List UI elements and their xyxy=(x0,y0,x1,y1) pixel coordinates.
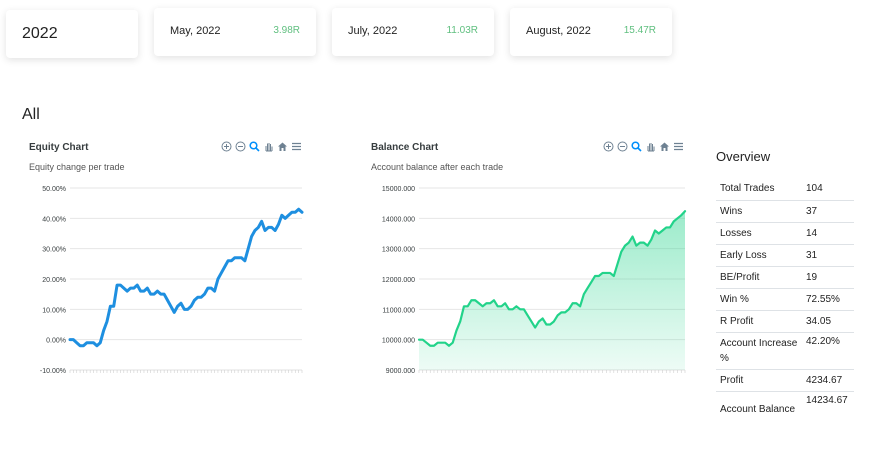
row-label: R Profit xyxy=(716,310,802,333)
row-label: Early Loss xyxy=(716,244,802,267)
row-value: 42.20% xyxy=(802,332,854,370)
row-value: 19 xyxy=(802,266,854,289)
row-value: 34.05 xyxy=(802,310,854,333)
overview-table: Total Trades 104 Wins 37 Losses 14 Early Lo… xyxy=(716,178,854,428)
balance-chart-subtitle: Account balance after each trade xyxy=(371,162,504,172)
y-tick-label: 9000.000 xyxy=(386,368,415,375)
row-value: 14234.67 xyxy=(806,394,848,406)
equity-chart-toolbar xyxy=(221,141,302,152)
y-tick-label: 10000.000 xyxy=(382,338,415,345)
row-value: 4234.67 xyxy=(802,369,854,392)
y-tick-label: 12000.000 xyxy=(382,277,415,284)
y-tick-label: 20.00% xyxy=(42,277,66,284)
row-value: 14 xyxy=(802,222,854,245)
table-row: Win % 72.55% xyxy=(716,288,854,311)
zoom-in-icon[interactable] xyxy=(603,141,614,152)
row-label: Total Trades xyxy=(716,178,802,201)
month-name: August, 2022 xyxy=(526,25,591,37)
y-tick-label: 10.00% xyxy=(42,307,66,314)
row-label: Wins xyxy=(716,200,802,223)
equity-chart-title: Equity Chart xyxy=(29,142,89,153)
table-row: Wins 37 xyxy=(716,200,854,223)
row-value: 72.55% xyxy=(802,288,854,311)
month-name: May, 2022 xyxy=(170,25,221,37)
row-label: BE/Profit xyxy=(716,266,802,289)
series-area xyxy=(419,211,685,370)
row-label: Profit xyxy=(716,369,802,392)
row-value: 31 xyxy=(802,244,854,267)
table-row: BE/Profit 19 xyxy=(716,266,854,289)
home-icon[interactable] xyxy=(659,141,670,152)
year-card[interactable]: 2022 xyxy=(6,10,138,58)
series-line[interactable] xyxy=(68,207,304,348)
y-tick-label: 40.00% xyxy=(42,216,66,223)
table-row: Losses 14 xyxy=(716,222,854,245)
equity-chart[interactable]: -10.00% 0.00% 10.00% 20.00% 30.00% 40.00% 50.0… xyxy=(22,175,322,405)
y-tick-label: 30.00% xyxy=(42,247,66,254)
balance-chart[interactable]: 9000.000 10000.000 11000.000 12000.000 13000… xyxy=(365,175,687,405)
home-icon[interactable] xyxy=(277,141,288,152)
table-row: Early Loss 31 xyxy=(716,244,854,267)
month-card-august[interactable]: August, 2022 15.47R xyxy=(510,8,672,56)
balance-chart-title: Balance Chart xyxy=(371,142,439,153)
section-title: All xyxy=(22,106,40,123)
table-row: Total Trades 104 xyxy=(716,178,854,201)
row-label: Losses xyxy=(716,222,802,245)
y-tick-label: 15000.000 xyxy=(382,186,415,193)
menu-icon[interactable] xyxy=(673,141,684,152)
y-tick-label: 14000.000 xyxy=(382,216,415,223)
row-label: Account Balance xyxy=(720,404,796,416)
y-tick-label: 11000.000 xyxy=(382,307,415,314)
equity-chart-subtitle: Equity change per trade xyxy=(29,162,125,172)
pan-hand-icon[interactable] xyxy=(645,141,656,152)
row-label: Win % xyxy=(716,288,802,311)
menu-icon[interactable] xyxy=(291,141,302,152)
zoom-in-icon[interactable] xyxy=(221,141,232,152)
month-value: 3.98R xyxy=(273,25,300,36)
table-row: Profit 4234.67 xyxy=(716,369,854,392)
zoom-out-icon[interactable] xyxy=(235,141,246,152)
zoom-out-icon[interactable] xyxy=(617,141,628,152)
table-row: Account Increase % 42.20% xyxy=(716,332,854,370)
row-value: 104 xyxy=(802,178,854,201)
y-tick-label: -10.00% xyxy=(40,368,66,375)
pan-hand-icon[interactable] xyxy=(263,141,274,152)
y-tick-label: 13000.000 xyxy=(382,247,415,254)
series-line[interactable] xyxy=(417,210,687,347)
month-value: 15.47R xyxy=(623,25,656,36)
month-card-july[interactable]: July, 2022 11.03R xyxy=(332,8,494,56)
month-card-may[interactable]: May, 2022 3.98R xyxy=(154,8,316,56)
search-icon[interactable] xyxy=(631,141,642,152)
balance-chart-toolbar xyxy=(603,141,684,152)
row-value: 37 xyxy=(802,200,854,223)
search-icon[interactable] xyxy=(249,141,260,152)
y-tick-label: 50.00% xyxy=(42,186,66,193)
y-tick-label: 0.00% xyxy=(46,338,66,345)
row-label: Account Increase % xyxy=(716,332,802,370)
overview-title: Overview xyxy=(716,149,771,164)
table-row: R Profit 34.05 xyxy=(716,310,854,333)
year-label: 2022 xyxy=(22,25,58,42)
table-row: Account Balance 14234.67 xyxy=(716,391,854,428)
month-value: 11.03R xyxy=(446,25,478,36)
month-name: July, 2022 xyxy=(348,25,398,37)
